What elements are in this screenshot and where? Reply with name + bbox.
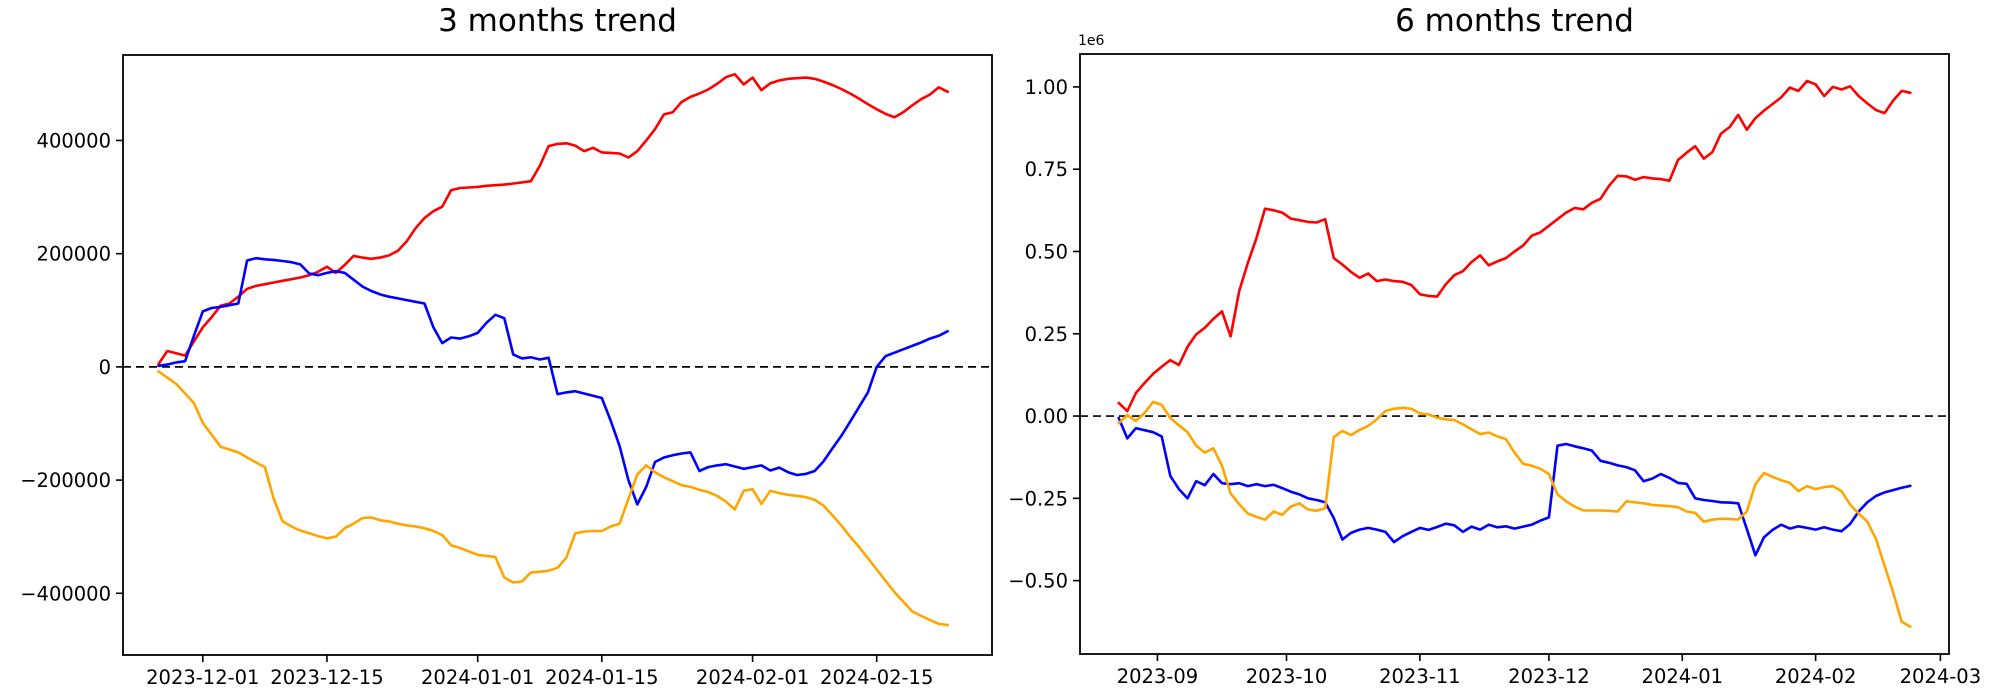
x-tick-label: 2024-02-15 — [820, 666, 933, 689]
series-line-red — [1117, 79, 1912, 413]
x-tick-label: 2023-12-15 — [270, 666, 383, 689]
y-axis-offset-label: 1e6 — [1078, 33, 1105, 49]
y-tick-label: 0 — [99, 356, 111, 379]
chart-title-6-months: 6 months trend — [1395, 3, 1634, 39]
x-tick-label: 2024-03 — [1900, 665, 1981, 688]
series-line-blue — [1117, 416, 1912, 557]
x-tick-label: 2023-12 — [1508, 665, 1589, 688]
y-tick-label: −400000 — [20, 582, 111, 605]
chart-3-months-plot: 2023-12-01 2023-12-15 2024-01-01 2024-01-15… — [20, 54, 993, 689]
x-tick-label: 2024-01-01 — [421, 666, 534, 689]
x-tick-label: 2023-12-01 — [146, 666, 259, 689]
x-tick-label: 2024-02-01 — [696, 666, 809, 689]
series-line-orange — [1117, 400, 1912, 629]
y-tick-label: 200000 — [37, 243, 111, 266]
y-tick-label: −0.25 — [1008, 487, 1068, 510]
y-tick-label: 1.00 — [1025, 76, 1068, 99]
x-tick-label: 2024-01 — [1642, 665, 1723, 688]
y-tick-label: −200000 — [20, 469, 111, 492]
x-tick-label: 2023-11 — [1379, 665, 1460, 688]
y-tick-label: 0.75 — [1025, 158, 1068, 181]
series-line-orange — [157, 370, 950, 627]
y-tick-label: −0.50 — [1008, 570, 1068, 593]
x-tick-label: 2023-09 — [1117, 665, 1198, 688]
x-tick-label: 2023-10 — [1246, 665, 1327, 688]
plot-border — [1079, 53, 1950, 655]
x-tick-label: 2024-02 — [1775, 665, 1856, 688]
y-tick-label: 0.25 — [1025, 323, 1068, 346]
y-tick-label: 0.50 — [1025, 240, 1068, 263]
chart-6-months-plot: 2023-09 2023-10 2023-11 2023-12 2024-01 2024-… — [1008, 53, 1981, 688]
plot-border — [122, 54, 993, 656]
series-line-blue — [157, 256, 950, 506]
x-tick-label: 2024-01-15 — [545, 666, 658, 689]
chart-title-3-months: 3 months trend — [438, 3, 677, 39]
y-tick-label: 0.00 — [1025, 405, 1068, 428]
series-line-red — [157, 72, 950, 366]
y-tick-label: 400000 — [37, 129, 111, 152]
